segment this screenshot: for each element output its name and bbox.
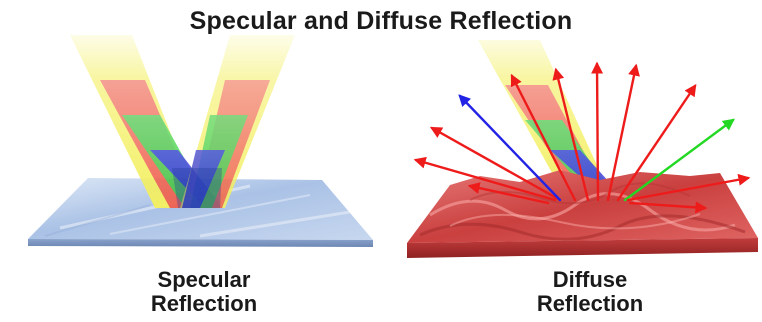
specular-panel bbox=[28, 35, 373, 247]
ray-red bbox=[429, 126, 562, 202]
scattered-rays bbox=[413, 61, 751, 214]
ray-red bbox=[591, 61, 604, 202]
ray-red bbox=[552, 67, 590, 202]
ray-red bbox=[413, 156, 557, 202]
diffuse-caption-line2: Reflection bbox=[536, 291, 644, 316]
diffuse-panel bbox=[407, 40, 758, 258]
diffuse-caption: Diffuse Reflection bbox=[470, 268, 710, 316]
ray-red bbox=[606, 63, 640, 202]
specular-caption-line1: Specular bbox=[157, 267, 251, 292]
ray-red bbox=[510, 73, 577, 202]
rough-surface bbox=[407, 170, 758, 258]
ray-blue bbox=[458, 94, 562, 202]
specular-caption-line2: Reflection bbox=[150, 291, 258, 316]
ray-red bbox=[616, 84, 697, 202]
beam-crossing bbox=[172, 168, 222, 208]
reflected-beam bbox=[180, 35, 295, 208]
ray-red bbox=[628, 201, 708, 214]
specular-caption: Specular Reflection bbox=[84, 268, 324, 316]
ray-green bbox=[623, 118, 735, 202]
diffuse-caption-line1: Diffuse bbox=[552, 267, 628, 292]
figure-title: Specular and Diffuse Reflection bbox=[189, 7, 573, 35]
ray-red bbox=[626, 173, 751, 202]
mirror-surface bbox=[28, 178, 373, 247]
ray-red bbox=[467, 182, 550, 205]
